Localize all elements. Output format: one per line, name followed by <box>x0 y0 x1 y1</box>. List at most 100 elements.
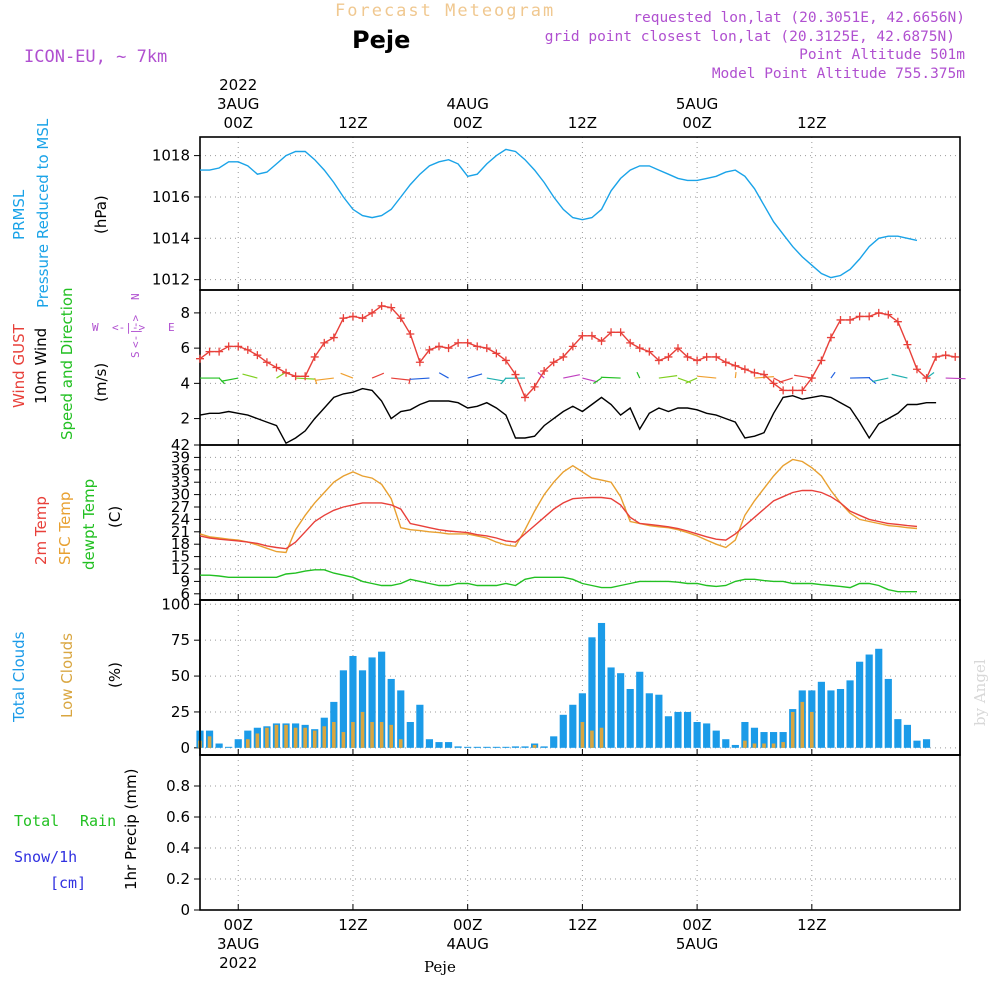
low-cloud-bar <box>599 727 604 748</box>
wind-panel: 2 4 6 8 <box>180 289 966 446</box>
time-axis-label: 2022 <box>219 76 257 94</box>
gust-marker <box>473 342 482 351</box>
gust-marker <box>865 312 874 321</box>
total-cloud-bar <box>913 740 921 748</box>
total-cloud-bar <box>339 670 347 748</box>
total-cloud-bar <box>731 744 739 748</box>
total-cloud-bar <box>817 681 825 748</box>
low-cloud-bar <box>370 721 374 748</box>
clouds-panel: 0 25 50 75 100 <box>161 595 961 757</box>
precip-rain-label: Rain <box>80 812 116 830</box>
low-clouds-label: Low Clouds <box>58 633 76 718</box>
gust-marker <box>559 352 568 361</box>
gust-marker <box>607 328 616 337</box>
dewpt-label: dewpt Temp <box>80 479 98 570</box>
footer-location: Peje <box>424 958 456 976</box>
gust-marker <box>368 308 377 317</box>
wind-direction-arrow <box>871 377 889 383</box>
gust-marker <box>540 367 549 376</box>
gust-marker <box>597 337 606 346</box>
total-cloud-bar <box>693 721 701 748</box>
compass-arrows-h: <-|-> <box>112 321 145 334</box>
gust-marker <box>855 312 864 321</box>
y-tick-label: 75 <box>171 631 190 649</box>
wind-direction-arrow <box>371 372 385 379</box>
time-axis-label: 00Z <box>224 114 253 132</box>
gust-marker <box>511 370 520 379</box>
wind-unit: (m/s) <box>92 363 110 402</box>
wind-gust-line <box>199 305 956 399</box>
gust-marker <box>683 352 692 361</box>
wind-dir-label: Speed and Direction <box>58 287 76 440</box>
dewpoint-line <box>200 569 917 593</box>
total-cloud-bar <box>588 637 596 748</box>
total-clouds-label: Total Clouds <box>10 631 28 723</box>
gust-marker <box>721 358 730 367</box>
total-cloud-bar <box>416 704 424 748</box>
wind-direction-arrow <box>636 371 641 379</box>
gust-marker <box>884 310 893 319</box>
time-axis-label: 5AUG <box>676 935 718 953</box>
gust-marker <box>903 340 912 349</box>
y-tick-label: 15 <box>171 548 190 566</box>
wind-direction-arrow <box>467 373 483 379</box>
y-tick-label: 36 <box>171 461 190 479</box>
total-cloud-bar <box>760 732 768 748</box>
total-cloud-bar <box>703 723 711 748</box>
location-title: Peje <box>352 26 410 54</box>
y-tick-label: 9 <box>180 572 190 590</box>
y-tick-label: 30 <box>171 486 190 504</box>
total-cloud-bar <box>492 746 500 748</box>
low-cloud-bar <box>293 727 298 748</box>
y-tick-label: 6 <box>180 339 190 357</box>
total-cloud-bar <box>473 746 481 748</box>
y-tick-label: 1014 <box>152 229 190 247</box>
wind-direction-arrow <box>891 373 908 379</box>
low-cloud-bar <box>398 739 403 748</box>
gust-marker <box>396 314 405 323</box>
gust-marker <box>549 358 558 367</box>
total-cloud-bar <box>435 742 443 748</box>
cloud-labels: Total Clouds Low Clouds (%) <box>10 631 124 723</box>
gust-marker <box>702 352 711 361</box>
gust-marker <box>234 342 243 351</box>
total-cloud-bar <box>683 711 692 748</box>
snow-label: Snow/1h <box>14 848 77 866</box>
wind-direction-arrow <box>242 373 258 379</box>
wind-direction-arrow <box>600 376 621 379</box>
precip-total-label: Total <box>14 812 59 830</box>
total-cloud-bar <box>569 704 577 748</box>
low-cloud-bar <box>265 727 269 748</box>
low-cloud-bar <box>810 711 814 748</box>
y-tick-label: 12 <box>171 560 190 578</box>
total-cloud-bar <box>502 746 510 748</box>
y-tick-label: 25 <box>171 703 190 721</box>
total-cloud-bar <box>884 678 892 748</box>
gust-marker <box>654 356 663 365</box>
t2m-line <box>199 489 918 550</box>
low-cloud-bar <box>379 721 384 748</box>
wind-10m-label: 10m Wind <box>32 328 50 404</box>
forecast-title: Forecast Meteogram <box>335 1 555 21</box>
compass-e: E <box>168 321 175 334</box>
wind-direction-arrow <box>778 377 793 383</box>
gust-marker <box>740 365 749 374</box>
wind-direction-arrow <box>593 377 602 385</box>
total-cloud-bar <box>368 657 376 748</box>
t2m-label: 2m Temp <box>32 496 50 565</box>
gust-marker <box>712 352 721 361</box>
low-cloud-bar <box>389 724 393 748</box>
gust-marker <box>922 374 931 383</box>
time-axis-label: 4AUG <box>446 95 488 113</box>
gust-marker <box>329 333 338 342</box>
total-cloud-bar <box>358 670 367 748</box>
snow-unit-label: [cm] <box>50 874 86 892</box>
gust-marker <box>530 382 539 391</box>
gust-marker <box>951 352 960 361</box>
precip-unit: 1hr Precip (mm) <box>122 769 140 890</box>
low-cloud-bar <box>322 726 327 748</box>
low-cloud-bar <box>255 733 260 748</box>
